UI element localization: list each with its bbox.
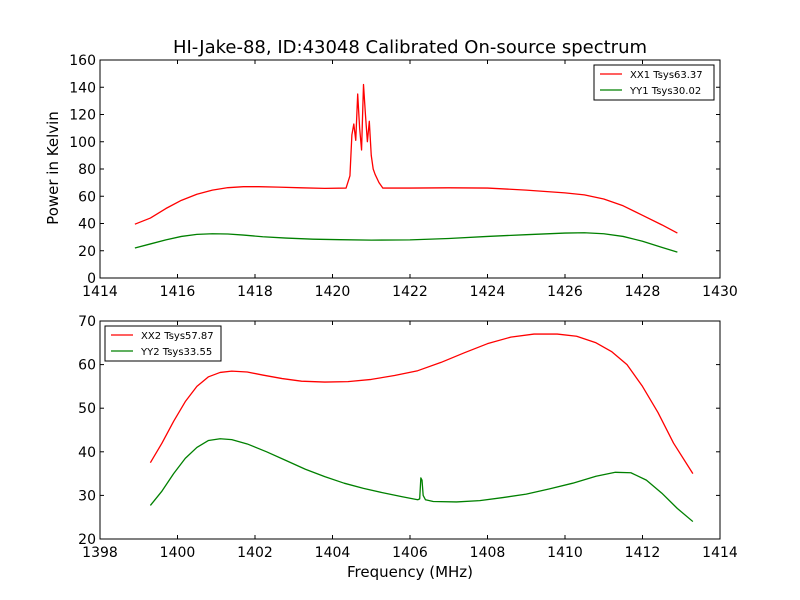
bottom-x-tick-label: 1400 [160,545,196,561]
bottom-x-tick-label: 1408 [470,545,506,561]
top-y-tick-label: 120 [69,108,96,124]
bottom-x-tick-label: 1410 [547,545,583,561]
bottom-y-tick-label: 60 [78,358,96,374]
top-legend-label-yy1: YY1 Tsys30.02 [629,86,701,97]
bottom-legend: XX2 Tsys57.87 YY2 Tsys33.55 [104,325,222,362]
top-x-tick-label: 1430 [702,284,738,300]
bottom-plot: 1398 1400 1402 1404 1406 1408 1410 1412 1414 20 30… [78,314,738,561]
top-x-tick-label: 1420 [315,284,351,300]
bottom-legend-label-xx2: XX2 Tsys57.87 [141,331,214,342]
top-y-tick-label: 60 [78,189,96,205]
top-x-tick-label: 1416 [160,284,196,300]
top-plot-frame [99,59,721,279]
top-series-line-1 [134,83,678,234]
bottom-y-tick-label: 30 [78,488,96,504]
bottom-x-axis-label: Frequency (MHz) [347,563,473,581]
top-y-axis-label: Power in Kelvin [44,111,62,225]
bottom-series-layer [149,333,694,523]
bottom-y-tick-label: 50 [78,401,96,417]
top-y-tick-label: 0 [87,271,96,287]
top-series-layer [134,83,678,253]
top-x-tick-label: 1426 [547,284,583,300]
bottom-y-tick-label: 40 [78,445,96,461]
top-legend-label-xx1: XX1 Tsys63.37 [630,70,703,81]
bottom-y-tick-label: 20 [78,532,96,548]
top-y-tick-label: 160 [69,53,96,69]
top-tick-layer: 1414 1416 1418 1420 1422 1424 1426 1428 1430 0 20 4… [69,53,738,300]
top-x-tick-label: 1418 [237,284,273,300]
bottom-x-tick-label: 1406 [392,545,428,561]
top-y-tick-label: 140 [69,80,96,96]
top-y-tick-label: 40 [78,217,96,233]
top-x-tick-label: 1424 [470,284,506,300]
bottom-x-tick-label: 1398 [82,545,118,561]
bottom-x-tick-label: 1414 [702,545,738,561]
top-y-tick-label: 100 [69,135,96,151]
bottom-y-tick-label: 70 [78,314,96,330]
bottom-x-tick-label: 1412 [625,545,661,561]
top-legend: XX1 Tsys63.37 YY1 Tsys30.02 [593,64,715,101]
top-y-tick-label: 80 [78,162,96,178]
bottom-legend-box [104,325,222,362]
top-series-line-2 [134,232,678,253]
bottom-series-line-2 [149,438,694,523]
bottom-x-tick-label: 1402 [237,545,273,561]
chart-title: HI-Jake-88, ID:43048 Calibrated On-sourc… [173,37,647,58]
top-x-tick-label: 1414 [82,284,118,300]
top-y-tick-label: 20 [78,244,96,260]
top-x-tick-label: 1422 [392,284,428,300]
bottom-series-line-1 [149,333,694,474]
bottom-legend-label-yy2: YY2 Tsys33.55 [140,347,212,358]
top-x-tick-label: 1428 [625,284,661,300]
bottom-x-tick-label: 1404 [315,545,351,561]
bottom-plot-frame [99,320,721,540]
top-legend-box [593,64,715,101]
